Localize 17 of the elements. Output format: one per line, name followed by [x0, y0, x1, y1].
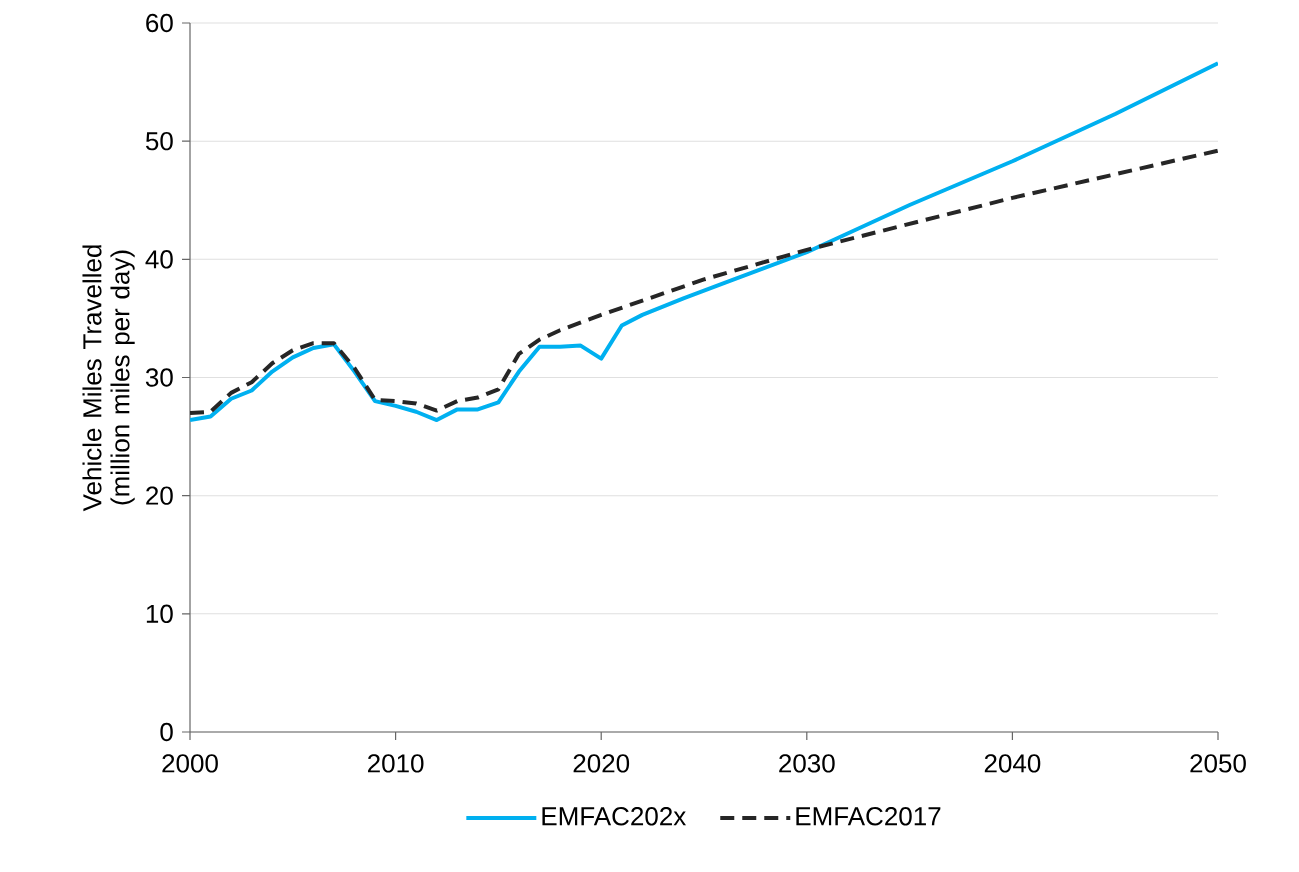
x-tick-label: 2020	[573, 754, 630, 773]
x-tick-label: 2010	[367, 754, 424, 773]
line-series	[190, 61, 1219, 423]
legend-label: EMFAC202x	[542, 807, 686, 826]
y-tick-label: 30	[145, 368, 173, 387]
y-tick-label: 0	[160, 722, 173, 742]
y-tick-label: 20	[146, 486, 173, 505]
x-tick-label: 2050	[1190, 754, 1246, 773]
y-tick-label: 10	[146, 604, 173, 624]
y-axis-title: Vehicle Miles Travelled (million miles per day)	[82, 245, 135, 512]
legend-label: EMFAC2017	[796, 807, 941, 826]
y-tick-label: 40	[145, 250, 173, 269]
y-tick-label: 50	[145, 131, 173, 151]
x-tick-label: 2030	[779, 754, 835, 773]
x-tick-label: 2040	[984, 754, 1041, 773]
y-tick-label: 60	[146, 13, 173, 33]
x-tick-label: 2000	[162, 754, 218, 773]
